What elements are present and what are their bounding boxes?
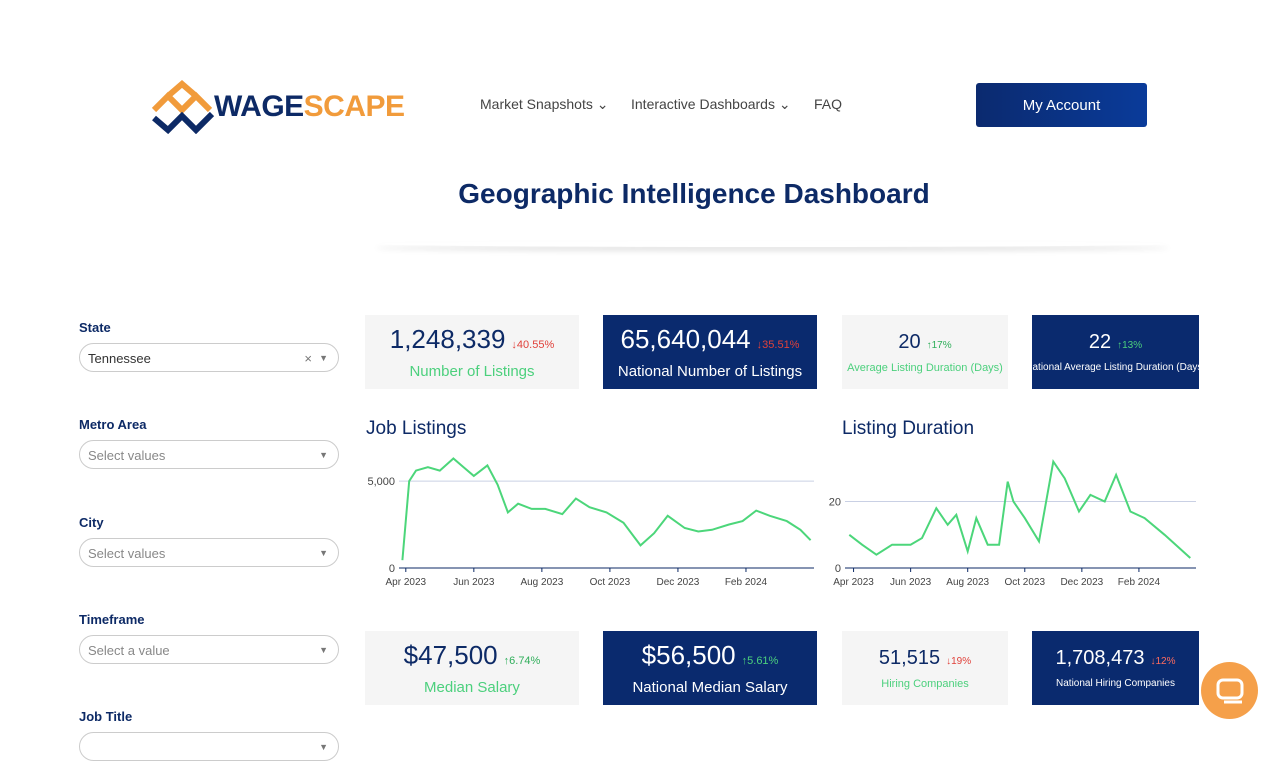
kpi-change: ↑13%	[1117, 340, 1143, 351]
x-tick-label: Aug 2023	[946, 577, 989, 588]
kpi-row: $56,500 ↑5.61%	[642, 640, 779, 671]
select[interactable]: Select a value ▼	[79, 634, 339, 664]
chat-icon	[1216, 678, 1243, 703]
y-tick-label: 0	[835, 563, 841, 575]
kpi-row: $47,500 ↑6.74%	[404, 640, 541, 671]
kpi-change: ↓40.55%	[511, 339, 555, 351]
kpi-label: National Average Listing Duration (Days)	[1032, 362, 1199, 373]
kpi-row: 1,248,339 ↓40.55%	[390, 324, 554, 355]
data-line	[848, 459, 1191, 559]
x-tick-label: Oct 2023	[590, 577, 631, 588]
kpi-row: 20 ↑17%	[898, 331, 951, 354]
x-tick-label: Aug 2023	[520, 577, 563, 588]
kpi-value: $47,500	[403, 640, 498, 670]
dropdown-icon[interactable]: ▼	[319, 742, 328, 753]
kpi-card: $56,500 ↑5.61% National Median Salary	[603, 631, 817, 705]
kpi-value: 51,515	[878, 646, 941, 669]
dropdown-icon[interactable]: ▼	[319, 547, 328, 558]
kpi-value: 65,640,044	[620, 324, 751, 354]
kpi-label: National Hiring Companies	[1056, 678, 1175, 689]
logo-text: WAGESCAPE	[214, 90, 405, 124]
select-value: Tennessee	[88, 351, 151, 366]
kpi-label: Hiring Companies	[881, 677, 969, 690]
divider	[375, 241, 1170, 247]
account-button[interactable]: My Account	[976, 83, 1147, 127]
kpi-card: 65,640,044 ↓35.51% National Number of List…	[603, 315, 817, 389]
kpi-label: Average Listing Duration (Days)	[847, 361, 1003, 374]
x-tick-label: Apr 2023	[833, 577, 874, 588]
x-tick-label: Dec 2023	[1060, 577, 1103, 588]
select[interactable]: Select values ▼	[79, 537, 339, 567]
kpi-card: $47,500 ↑6.74% Median Salary	[365, 631, 579, 705]
kpi-value: $56,500	[641, 640, 736, 670]
filter-label: City	[79, 514, 104, 530]
select-placeholder: Select values	[88, 545, 166, 561]
kpi-value: 1,248,339	[389, 324, 506, 354]
kpi-label: Median Salary	[424, 679, 520, 696]
select[interactable]: ▼	[79, 732, 339, 762]
kpi-change: ↑6.74%	[503, 655, 541, 667]
select-placeholder: Select values	[88, 448, 166, 464]
dropdown-icon[interactable]: ▼	[319, 644, 328, 655]
y-tick-label: 0	[389, 563, 395, 575]
x-tick-label: Jun 2023	[890, 577, 932, 588]
kpi-row: 1,708,473 ↓12%	[1056, 647, 1176, 670]
x-tick-label: Jun 2023	[453, 577, 495, 588]
kpi-change: ↓12%	[1150, 656, 1176, 667]
logo-icon	[151, 80, 215, 134]
nav-link[interactable]: Interactive Dashboards ⌄	[631, 96, 791, 112]
kpi-card: 51,515 ↓19% Hiring Companies	[842, 631, 1008, 705]
kpi-card: 22 ↑13% National Average Listing Duration …	[1032, 315, 1199, 389]
page-title: Geographic Intelligence Dashboard	[458, 178, 930, 209]
dropdown-icon[interactable]: ▼	[319, 450, 328, 461]
filter-label: State	[79, 320, 111, 335]
kpi-change: ↑5.61%	[741, 655, 779, 667]
dropdown-icon[interactable]: ▼	[319, 353, 328, 363]
x-tick-label: Feb 2024	[725, 577, 768, 588]
kpi-value: 1,708,473	[1055, 647, 1145, 669]
kpi-row: 22 ↑13%	[1089, 331, 1142, 354]
filter-label: Metro Area	[79, 417, 147, 433]
kpi-label: Number of Listings	[409, 363, 535, 380]
select-placeholder: Select a value	[88, 642, 170, 658]
nav-text[interactable]: Market Snapshots	[480, 96, 593, 112]
filter-label: Timeframe	[79, 611, 145, 627]
logo-part: SCAPE	[303, 90, 405, 123]
kpi-card: 1,708,473 ↓12% National Hiring Companies	[1032, 631, 1199, 705]
nav-link[interactable]: Market Snapshots ⌄	[480, 96, 609, 112]
x-tick-label: Dec 2023	[657, 577, 700, 588]
select[interactable]: Select values ▼	[79, 440, 339, 470]
chat-button[interactable]	[1201, 662, 1258, 719]
x-tick-label: Feb 2024	[1118, 577, 1161, 588]
data-line	[401, 457, 812, 561]
logo-part: WAGE	[214, 90, 304, 123]
kpi-label: National Median Salary	[632, 679, 788, 696]
kpi-change: ↓19%	[946, 655, 972, 667]
chart: 0 5,000 Apr 2023 Jun 2023 Aug 2023 Oct 2023 De…	[367, 457, 814, 588]
x-tick-label: Oct 2023	[1004, 577, 1045, 588]
kpi-card: 1,248,339 ↓40.55% Number of Listings	[365, 315, 579, 389]
nav-text[interactable]: Interactive Dashboards	[631, 96, 775, 112]
y-tick-label: 20	[829, 497, 841, 509]
kpi-change: ↑17%	[926, 339, 952, 351]
kpi-row: 51,515 ↓19%	[879, 647, 971, 670]
select[interactable]: Tennessee × ▼	[79, 343, 339, 372]
kpi-row: 65,640,044 ↓35.51%	[621, 324, 800, 355]
kpi-label: National Number of Listings	[617, 363, 803, 380]
chart: 0 20 Apr 2023 Jun 2023 Aug 2023 Oct 2023 Dec 2…	[829, 459, 1196, 588]
chart-title: Listing Duration	[842, 418, 975, 439]
kpi-value: 20	[898, 330, 921, 353]
page: Geographic Intelligence Dashboard {"head…	[79, 80, 1258, 762]
kpi-change: ↓35.51%	[756, 339, 800, 351]
clear-icon[interactable]: ×	[304, 351, 312, 366]
page-body: WAGESCAPE Market Snapshots ⌄ Interactive…	[79, 80, 1258, 762]
kpi-value: 22	[1088, 331, 1112, 353]
filter-label: Job Title	[79, 709, 133, 725]
nav-link[interactable]: FAQ	[814, 96, 843, 112]
kpi-card: 20 ↑17% Average Listing Duration (Days)	[842, 315, 1008, 389]
chart-title: Job Listings	[366, 418, 467, 439]
x-tick-label: Apr 2023	[386, 577, 427, 588]
y-tick-label: 5,000	[367, 476, 395, 488]
